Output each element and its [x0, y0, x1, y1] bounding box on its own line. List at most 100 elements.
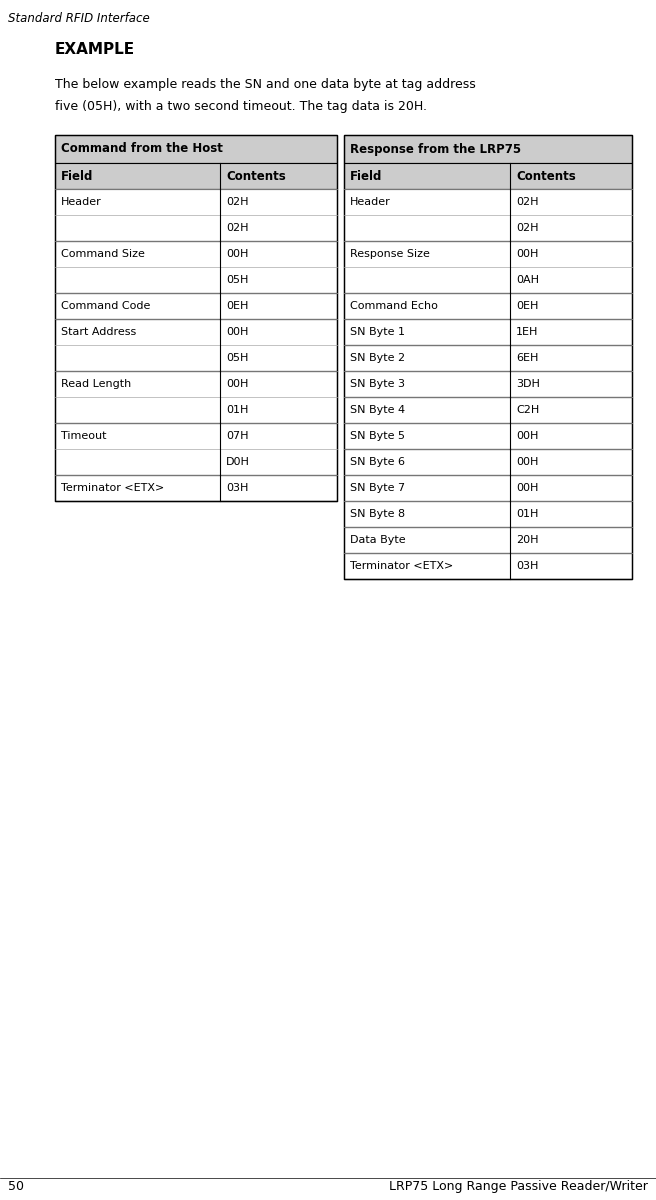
- Text: 02H: 02H: [226, 223, 249, 233]
- Text: five (05H), with a two second timeout. The tag data is 20H.: five (05H), with a two second timeout. T…: [55, 100, 427, 113]
- Bar: [344, 266, 632, 293]
- Bar: [344, 134, 632, 163]
- Bar: [55, 215, 337, 241]
- Text: EXAMPLE: EXAMPLE: [55, 42, 135, 56]
- Text: 50: 50: [8, 1180, 24, 1193]
- Bar: [55, 241, 337, 293]
- Text: 3DH: 3DH: [516, 379, 540, 389]
- Text: Response Size: Response Size: [350, 248, 430, 259]
- Bar: [344, 134, 632, 578]
- Bar: [55, 134, 337, 502]
- Bar: [55, 241, 337, 266]
- Text: Field: Field: [61, 169, 93, 182]
- Text: 0EH: 0EH: [516, 301, 539, 311]
- Text: Terminator <ETX>: Terminator <ETX>: [61, 482, 164, 493]
- Bar: [55, 266, 337, 293]
- Text: 00H: 00H: [226, 379, 249, 389]
- Bar: [344, 346, 632, 371]
- Bar: [344, 241, 632, 266]
- Bar: [344, 397, 632, 422]
- Text: SN Byte 5: SN Byte 5: [350, 431, 405, 440]
- Text: LRP75 Long Range Passive Reader/Writer: LRP75 Long Range Passive Reader/Writer: [389, 1180, 648, 1193]
- Text: 03H: 03H: [226, 482, 249, 493]
- Text: Start Address: Start Address: [61, 326, 136, 337]
- Text: Header: Header: [61, 197, 102, 206]
- Text: Standard RFID Interface: Standard RFID Interface: [8, 12, 150, 25]
- Text: Command from the Host: Command from the Host: [61, 143, 223, 156]
- Bar: [344, 553, 632, 578]
- Bar: [55, 188, 337, 215]
- Text: 00H: 00H: [516, 248, 539, 259]
- Text: Command Code: Command Code: [61, 301, 150, 311]
- Text: 01H: 01H: [516, 509, 539, 518]
- Text: 02H: 02H: [226, 197, 249, 206]
- Bar: [55, 293, 337, 319]
- Text: Field: Field: [350, 169, 382, 182]
- Bar: [344, 163, 632, 188]
- Text: SN Byte 1: SN Byte 1: [350, 326, 405, 337]
- Bar: [344, 188, 632, 215]
- Bar: [55, 346, 337, 371]
- Text: Data Byte: Data Byte: [350, 535, 405, 545]
- Bar: [55, 449, 337, 475]
- Bar: [55, 371, 337, 397]
- Text: 20H: 20H: [516, 535, 539, 545]
- Text: 0AH: 0AH: [516, 275, 539, 286]
- Text: D0H: D0H: [226, 457, 250, 467]
- Bar: [55, 188, 337, 241]
- Text: 02H: 02H: [516, 223, 539, 233]
- Bar: [344, 319, 632, 344]
- Bar: [344, 293, 632, 319]
- Bar: [344, 422, 632, 449]
- Bar: [344, 319, 632, 344]
- Text: Command Echo: Command Echo: [350, 301, 438, 311]
- Bar: [55, 293, 337, 319]
- Text: SN Byte 7: SN Byte 7: [350, 482, 405, 493]
- Bar: [55, 319, 337, 344]
- Bar: [344, 188, 632, 241]
- Text: Response from the LRP75: Response from the LRP75: [350, 143, 521, 156]
- Bar: [344, 241, 632, 293]
- Text: SN Byte 4: SN Byte 4: [350, 404, 405, 415]
- Text: SN Byte 6: SN Byte 6: [350, 457, 405, 467]
- Bar: [344, 371, 632, 397]
- Text: 00H: 00H: [516, 431, 539, 440]
- Text: 00H: 00H: [516, 482, 539, 493]
- Bar: [344, 215, 632, 241]
- Bar: [344, 527, 632, 553]
- Text: Command Size: Command Size: [61, 248, 145, 259]
- Text: 1EH: 1EH: [516, 326, 539, 337]
- Text: Contents: Contents: [516, 169, 576, 182]
- Bar: [55, 134, 337, 163]
- Text: 02H: 02H: [516, 197, 539, 206]
- Bar: [344, 502, 632, 527]
- Text: The below example reads the SN and one data byte at tag address: The below example reads the SN and one d…: [55, 78, 476, 91]
- Text: SN Byte 8: SN Byte 8: [350, 509, 405, 518]
- Bar: [55, 371, 337, 422]
- Bar: [344, 527, 632, 553]
- Text: 00H: 00H: [226, 248, 249, 259]
- Text: C2H: C2H: [516, 404, 539, 415]
- Text: SN Byte 3: SN Byte 3: [350, 379, 405, 389]
- Text: Terminator <ETX>: Terminator <ETX>: [350, 560, 453, 571]
- Bar: [344, 397, 632, 422]
- Text: 00H: 00H: [516, 457, 539, 467]
- Bar: [344, 475, 632, 502]
- Text: 07H: 07H: [226, 431, 249, 440]
- Bar: [55, 163, 337, 188]
- Bar: [55, 319, 337, 371]
- Text: Contents: Contents: [226, 169, 286, 182]
- Text: Read Length: Read Length: [61, 379, 131, 389]
- Bar: [55, 397, 337, 422]
- Text: 6EH: 6EH: [516, 353, 539, 362]
- Bar: [344, 502, 632, 527]
- Text: Timeout: Timeout: [61, 431, 106, 440]
- Text: 03H: 03H: [516, 560, 539, 571]
- Bar: [344, 449, 632, 475]
- Bar: [344, 346, 632, 371]
- Text: 01H: 01H: [226, 404, 249, 415]
- Bar: [55, 475, 337, 502]
- Bar: [344, 449, 632, 475]
- Text: 05H: 05H: [226, 275, 249, 286]
- Text: 00H: 00H: [226, 326, 249, 337]
